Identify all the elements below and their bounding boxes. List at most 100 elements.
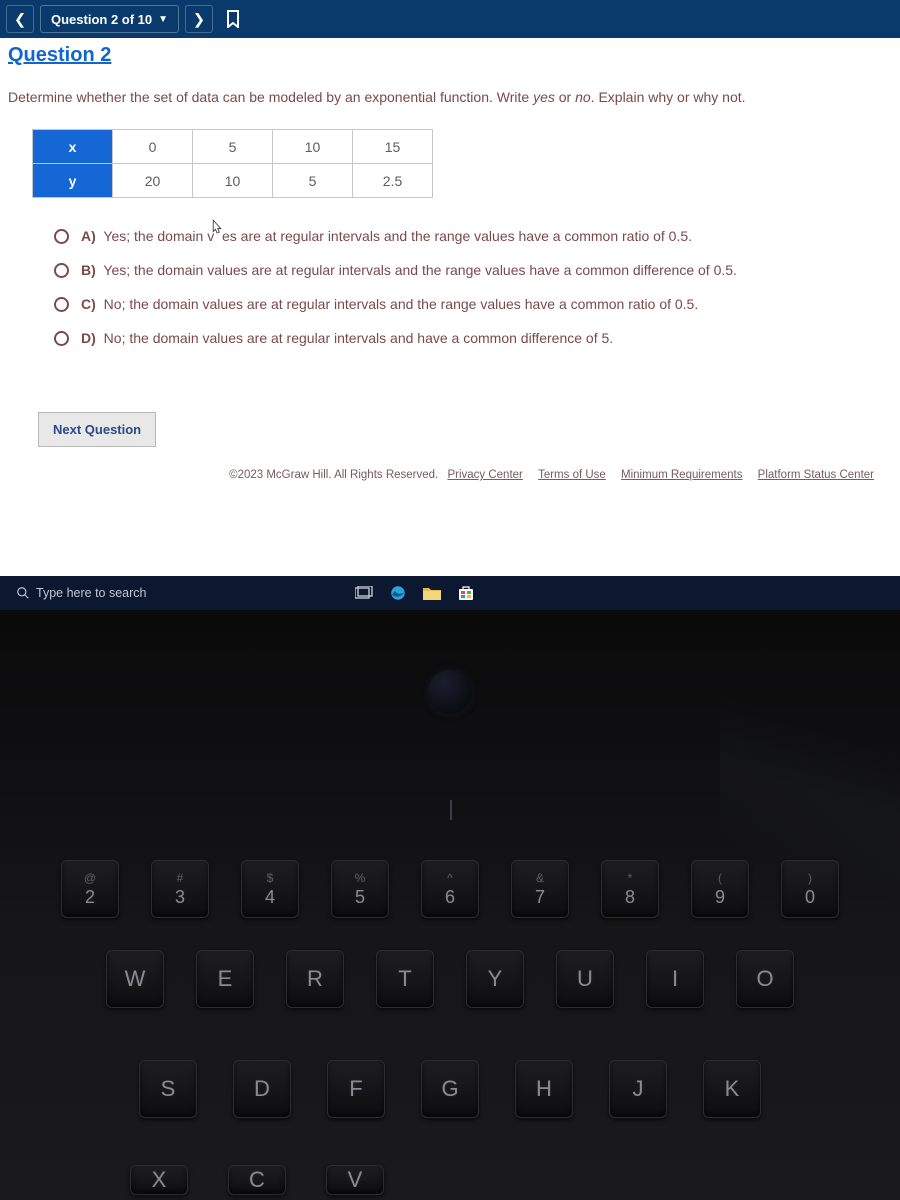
key-7: &7 bbox=[511, 860, 569, 918]
option-tag: B) bbox=[81, 262, 96, 278]
task-view-icon[interactable] bbox=[350, 579, 378, 607]
bookmark-button[interactable] bbox=[219, 5, 247, 33]
question-selector-dropdown[interactable]: Question 2 of 10 ▼ bbox=[40, 5, 179, 33]
option-a[interactable]: A) Yes; the domain v es are at regular i… bbox=[54, 228, 888, 244]
option-text: B) Yes; the domain values are at regular… bbox=[81, 262, 737, 278]
table-cell: 0 bbox=[113, 130, 193, 164]
table-cell: 10 bbox=[193, 164, 273, 198]
answer-options: A) Yes; the domain v es are at regular i… bbox=[54, 228, 888, 346]
search-placeholder: Type here to search bbox=[36, 586, 146, 600]
data-table: x 0 5 10 15 y 20 10 5 2.5 bbox=[32, 129, 433, 198]
question-heading: Question 2 bbox=[8, 44, 888, 67]
question-nav-bar: ❮ Question 2 of 10 ▼ ❯ bbox=[0, 0, 900, 38]
privacy-link[interactable]: Privacy Center bbox=[447, 469, 522, 481]
key-d: D bbox=[233, 1060, 291, 1118]
key-j: J bbox=[609, 1060, 667, 1118]
key-i: I bbox=[646, 950, 704, 1008]
terms-link[interactable]: Terms of Use bbox=[538, 469, 606, 481]
option-b[interactable]: B) Yes; the domain values are at regular… bbox=[54, 262, 888, 278]
prompt-text: or bbox=[555, 89, 575, 105]
key-r: R bbox=[286, 950, 344, 1008]
copyright-text: ©2023 McGraw Hill. All Rights Reserved. bbox=[229, 469, 438, 481]
radio-icon bbox=[54, 263, 69, 278]
key-s: S bbox=[139, 1060, 197, 1118]
key-t: T bbox=[376, 950, 434, 1008]
key-v: V bbox=[326, 1165, 384, 1195]
table-header-y: y bbox=[33, 164, 113, 198]
key-h: H bbox=[515, 1060, 573, 1118]
microsoft-store-icon[interactable] bbox=[452, 579, 480, 607]
min-req-link[interactable]: Minimum Requirements bbox=[621, 469, 742, 481]
option-d[interactable]: D) No; the domain values are at regular … bbox=[54, 330, 888, 346]
question-content: Question 2 Determine whether the set of … bbox=[0, 38, 900, 576]
next-question-submit-button[interactable]: Next Question bbox=[38, 412, 156, 447]
option-label: Yes; the domain values are at regular in… bbox=[103, 262, 737, 278]
option-c[interactable]: C) No; the domain values are at regular … bbox=[54, 296, 888, 312]
radio-icon bbox=[54, 297, 69, 312]
key-e: E bbox=[196, 950, 254, 1008]
table-cell: 5 bbox=[193, 130, 273, 164]
option-label: No; the domain values are at regular int… bbox=[104, 296, 699, 312]
key-c: C bbox=[228, 1165, 286, 1195]
key-2: @2 bbox=[61, 860, 119, 918]
taskbar-search[interactable]: Type here to search bbox=[8, 582, 268, 604]
next-question-button[interactable]: ❯ bbox=[185, 5, 213, 33]
keyboard-qwer-row: W E R T Y U I O bbox=[0, 950, 900, 1008]
table-cell: 5 bbox=[273, 164, 353, 198]
key-4: $4 bbox=[241, 860, 299, 918]
prev-question-button[interactable]: ❮ bbox=[6, 5, 34, 33]
key-w: W bbox=[106, 950, 164, 1008]
key-9: (9 bbox=[691, 860, 749, 918]
prompt-text: Determine whether the set of data can be… bbox=[8, 89, 533, 105]
option-text: C) No; the domain values are at regular … bbox=[81, 296, 698, 312]
key-k: K bbox=[703, 1060, 761, 1118]
keyboard-zxcv-row: X C V bbox=[0, 1165, 900, 1195]
table-cell: 2.5 bbox=[353, 164, 433, 198]
key-g: G bbox=[421, 1060, 479, 1118]
key-5: %5 bbox=[331, 860, 389, 918]
option-tag: D) bbox=[81, 330, 96, 346]
key-y: Y bbox=[466, 950, 524, 1008]
option-label: No; the domain values are at regular int… bbox=[104, 330, 613, 346]
key-0: )0 bbox=[781, 860, 839, 918]
edge-browser-icon[interactable] bbox=[384, 579, 412, 607]
table-header-x: x bbox=[33, 130, 113, 164]
key-u: U bbox=[556, 950, 614, 1008]
keyboard-asdf-row: S D F G H J K bbox=[0, 1060, 900, 1118]
key-x: X bbox=[130, 1165, 188, 1195]
option-label: es are at regular intervals and the rang… bbox=[222, 228, 692, 244]
footer: ©2023 McGraw Hill. All Rights Reserved. … bbox=[8, 463, 888, 485]
table-row: y 20 10 5 2.5 bbox=[33, 164, 433, 198]
windows-taskbar: Type here to search bbox=[0, 576, 900, 610]
key-f: F bbox=[327, 1060, 385, 1118]
file-explorer-icon[interactable] bbox=[418, 579, 446, 607]
key-8: *8 bbox=[601, 860, 659, 918]
radio-icon bbox=[54, 229, 69, 244]
table-row: x 0 5 10 15 bbox=[33, 130, 433, 164]
keyboard-number-row: @2 #3 $4 %5 ^6 &7 *8 (9 )0 bbox=[0, 860, 900, 918]
key-3: #3 bbox=[151, 860, 209, 918]
prompt-text: . Explain why or why not. bbox=[591, 89, 746, 105]
key-6: ^6 bbox=[421, 860, 479, 918]
table-cell: 15 bbox=[353, 130, 433, 164]
search-icon bbox=[16, 586, 30, 600]
hp-logo-icon bbox=[428, 670, 472, 714]
question-selector-label: Question 2 of 10 bbox=[51, 12, 152, 27]
chevron-down-icon: ▼ bbox=[158, 14, 168, 25]
option-tag: C) bbox=[81, 296, 96, 312]
option-text: A) Yes; the domain v es are at regular i… bbox=[81, 228, 692, 244]
option-text: D) No; the domain values are at regular … bbox=[81, 330, 613, 346]
option-label: Yes; the domain v bbox=[103, 228, 214, 244]
table-cell: 10 bbox=[273, 130, 353, 164]
radio-icon bbox=[54, 331, 69, 346]
laptop-keyboard-area: @2 #3 $4 %5 ^6 &7 *8 (9 )0 W E R T Y U I… bbox=[0, 610, 900, 1200]
prompt-yes: yes bbox=[533, 89, 555, 105]
cursor-icon bbox=[214, 228, 222, 244]
fn-indicator-icon bbox=[450, 800, 452, 820]
key-o: O bbox=[736, 950, 794, 1008]
table-cell: 20 bbox=[113, 164, 193, 198]
status-center-link[interactable]: Platform Status Center bbox=[758, 469, 874, 481]
question-prompt: Determine whether the set of data can be… bbox=[8, 89, 888, 105]
prompt-no: no bbox=[575, 89, 591, 105]
option-tag: A) bbox=[81, 228, 96, 244]
